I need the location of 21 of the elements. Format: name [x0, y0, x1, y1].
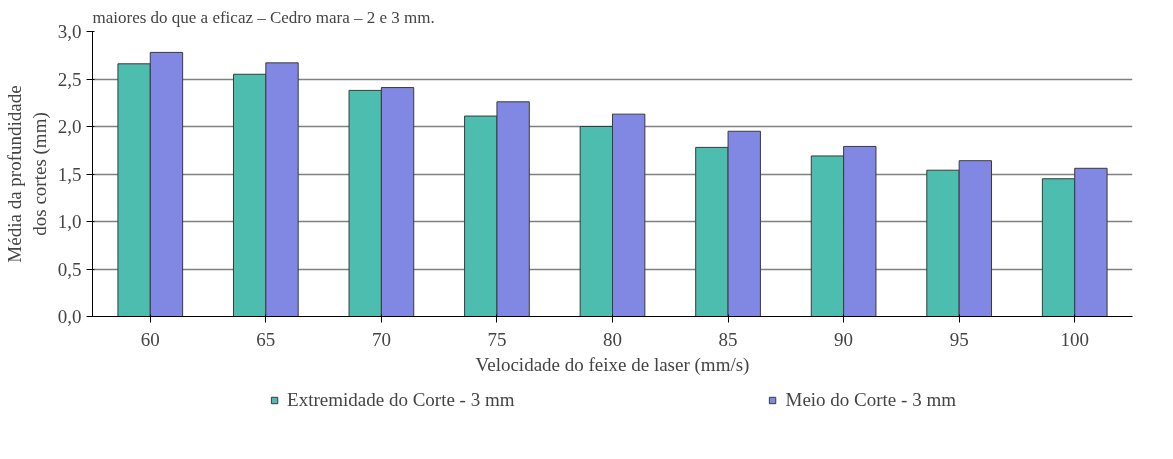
- y-tick-label: 3,0: [57, 21, 82, 42]
- x-tick-label: 85: [718, 328, 738, 350]
- x-tick-label: 95: [949, 328, 969, 350]
- y-tick-label: 2,5: [57, 68, 82, 90]
- x-tick-label: 70: [371, 328, 391, 350]
- x-tick-label: 65: [256, 328, 276, 350]
- y-axis-title: Média da profundidade dos cortes (mm): [3, 85, 51, 263]
- legend-label: Meio do Corte - 3 mm: [785, 388, 956, 411]
- legend-label: Extremidade do Corte - 3 mm: [287, 388, 515, 411]
- x-tick-label: 100: [1060, 328, 1089, 350]
- x-tick-label: 60: [140, 328, 160, 350]
- text: maiores do que a eficaz – Cedro mara – 2 e 3 mm.: [92, 7, 435, 27]
- x-axis-title: Velocidade do feixe de laser (mm/s): [475, 353, 750, 376]
- y-tick-label: 0,0: [57, 306, 82, 327]
- x-tick-label: 90: [834, 328, 854, 350]
- y-tick-label: 1,0: [57, 211, 82, 232]
- y-tick-label: 2,0: [57, 116, 82, 137]
- y-tick-label: 0,5: [57, 258, 82, 280]
- y-tick-label: 1,5: [57, 163, 82, 185]
- x-tick-label: 75: [487, 328, 507, 350]
- x-tick-label: 80: [603, 328, 622, 350]
